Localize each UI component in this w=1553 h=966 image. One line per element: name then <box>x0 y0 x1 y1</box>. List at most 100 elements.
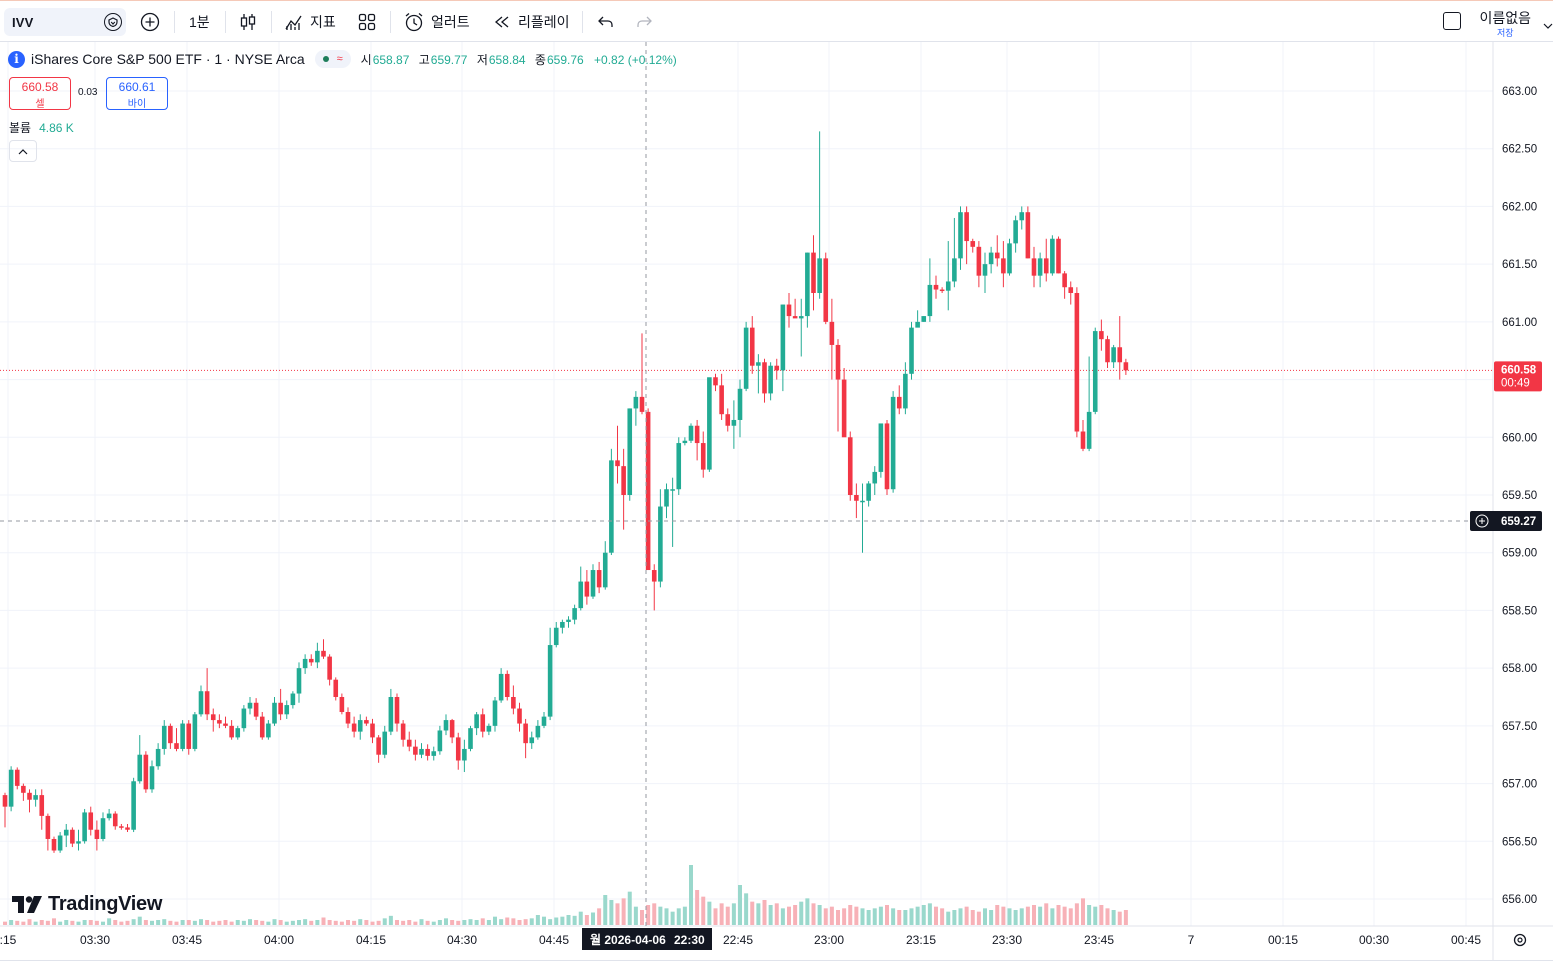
shield-icon[interactable] <box>104 13 122 31</box>
y-tick-label: 658.50 <box>1502 605 1537 617</box>
redo-icon <box>634 12 654 32</box>
plus-icon <box>1479 518 1485 524</box>
tradingview-logo[interactable]: TradingView <box>12 893 162 916</box>
volume-bar <box>578 911 583 925</box>
candle-body <box>161 725 167 749</box>
alert-button[interactable]: 얼러트 <box>403 11 470 33</box>
volume-bar <box>823 908 828 925</box>
volume-bar <box>297 920 301 925</box>
interval-button[interactable]: 1분 <box>189 11 210 33</box>
candle-body <box>651 570 657 582</box>
candle-body <box>413 746 418 755</box>
candle-body <box>511 697 516 709</box>
compare-symbol-button[interactable] <box>140 11 160 33</box>
undo-button[interactable] <box>596 11 616 33</box>
volume-bar <box>186 920 191 925</box>
candle-body <box>229 725 234 738</box>
candle-body <box>266 723 271 738</box>
candle-body <box>168 725 173 744</box>
volume-bar <box>76 921 81 925</box>
countdown-label: 00:49 <box>1501 377 1530 389</box>
indicators-icon <box>284 12 304 32</box>
volume-bar <box>793 905 798 925</box>
legend-title[interactable]: iShares Core S&P 500 ETF · 1 · NYSE Arca <box>31 51 305 67</box>
toolbar-divider <box>174 11 175 33</box>
volume-bar <box>695 890 700 925</box>
price-chart[interactable]: 663.00662.50662.00661.50661.00660.50660.… <box>0 42 1553 960</box>
layout-checkbox-icon[interactable] <box>1443 12 1461 30</box>
candle-body <box>253 702 259 717</box>
volume-bar <box>817 905 822 925</box>
redo-button[interactable] <box>634 11 654 33</box>
gear-icon[interactable] <box>1513 933 1527 947</box>
candle-body <box>523 723 528 744</box>
candle-body <box>155 748 161 767</box>
volume-bar <box>976 911 981 925</box>
volume-bar <box>333 920 338 925</box>
volume-bar <box>891 908 896 925</box>
candle-body <box>504 673 510 697</box>
candle-body <box>541 716 547 726</box>
watermark-text: TradingView <box>48 893 163 915</box>
chart-type-button[interactable] <box>238 11 258 33</box>
volume-bar <box>499 919 504 925</box>
volume-bar <box>143 920 148 925</box>
chevron-down-icon[interactable] <box>1543 17 1553 35</box>
volume-bar <box>529 918 534 925</box>
open-label: 시 <box>360 52 372 67</box>
candle-body <box>682 440 688 444</box>
indicators-button[interactable]: 지표 <box>284 11 336 33</box>
candle-body <box>449 720 455 738</box>
volume-bar <box>174 921 179 925</box>
candle-body <box>119 826 124 828</box>
candle-body <box>112 813 118 827</box>
candle-body <box>443 720 449 731</box>
volume-bar <box>921 905 926 925</box>
candle-body <box>517 708 522 724</box>
add-alert-icon[interactable] <box>1475 514 1489 528</box>
volume-bar <box>542 916 546 925</box>
volume-bar <box>1117 911 1122 925</box>
volume-bar <box>829 906 834 925</box>
candle-body <box>382 731 388 755</box>
candle-body <box>737 388 743 420</box>
candle-body <box>560 621 565 628</box>
volume-legend[interactable]: 볼륨 4.86 K <box>9 119 74 136</box>
candle-body <box>57 835 63 851</box>
replay-button[interactable]: 리플레이 <box>492 11 570 33</box>
volume-bar <box>633 906 638 925</box>
y-tick-label: 658.00 <box>1502 663 1537 675</box>
volume-bar <box>364 920 369 925</box>
candle-body <box>259 716 265 738</box>
volume-bar <box>125 920 130 925</box>
crosshair-time-label: 22:30 <box>674 933 705 947</box>
candle-body <box>247 702 253 709</box>
candle-body <box>805 252 810 317</box>
sell-button[interactable]: 660.58 셀 <box>9 77 71 110</box>
layouts-button[interactable] <box>357 11 377 33</box>
collapse-legend-button[interactable] <box>9 140 37 162</box>
candle-body <box>915 321 920 328</box>
y-tick-label: 657.00 <box>1502 779 1537 791</box>
buy-button[interactable]: 660.61 바이 <box>106 77 168 110</box>
info-icon[interactable]: i <box>8 50 25 68</box>
y-tick-label: 656.00 <box>1502 894 1537 906</box>
symbol-text: IVV <box>12 14 34 30</box>
candle-body <box>82 812 87 842</box>
symbol-search[interactable]: IVV <box>4 8 126 36</box>
grid-icon <box>357 12 377 32</box>
layout-name-button[interactable]: 이름없음 저장 <box>1479 8 1531 39</box>
candle-body <box>676 443 682 490</box>
candle-body <box>241 708 247 729</box>
candle-body <box>357 720 363 732</box>
candle-body <box>27 792 32 800</box>
candle-body <box>437 730 443 752</box>
candle-body <box>63 829 69 836</box>
volume-bar <box>744 893 749 925</box>
volume-bar <box>952 910 957 925</box>
volume-bar <box>162 919 167 925</box>
volume-bar <box>1074 903 1079 925</box>
candle-body <box>1001 258 1006 274</box>
volume-bar <box>303 919 308 925</box>
market-status-badge[interactable]: ≈ <box>314 50 351 68</box>
